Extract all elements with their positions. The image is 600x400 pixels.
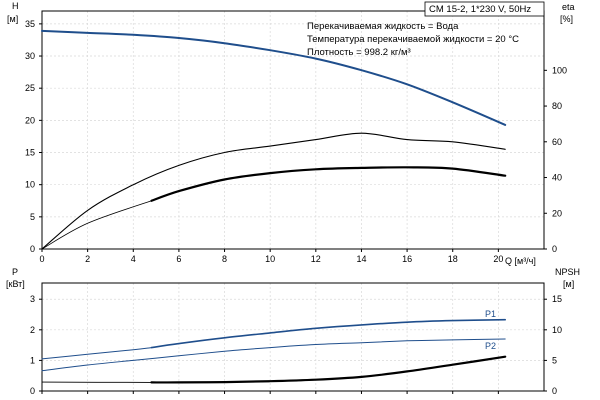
head-left-tick-5: 5 [30, 212, 35, 222]
head-left-tick-25: 25 [25, 83, 35, 93]
annotation-liquid: Перекачиваемая жидкость = Вода [307, 21, 459, 32]
power-axis-unit: [кВт] [6, 279, 25, 289]
flow-tick-20: 20 [493, 254, 503, 264]
power-series-p2 [41, 338, 506, 372]
power-series-4 [150, 355, 507, 384]
power-npsh-series [41, 318, 507, 384]
power-left-tick-2: 2 [30, 325, 35, 335]
series-label-p2: P2 [485, 341, 496, 351]
head-plot-frame [41, 10, 545, 250]
power-left-tick-3: 3 [30, 294, 35, 304]
head-left-tick-15: 15 [25, 148, 35, 158]
head-left-tick-10: 10 [25, 180, 35, 190]
power-series-p1 [41, 347, 152, 360]
head-grid [39, 11, 547, 252]
head-axis-label: H [12, 1, 19, 11]
head-series-2 [41, 200, 152, 250]
power-plot-frame [41, 282, 545, 392]
efficiency-axis-unit: [%] [560, 14, 573, 24]
flow-axis-label: Q [м³/ч] [505, 256, 536, 266]
flow-tick-4: 4 [131, 254, 136, 264]
power-series-1 [150, 318, 506, 349]
flow-tick-18: 18 [448, 254, 458, 264]
power-axis-label: P [12, 267, 18, 277]
head-series-1 [41, 132, 506, 250]
power-right-tick-5: 5 [552, 355, 557, 365]
head-efficiency-chart: 0 2 4 6 8 10 12 14 16 18 20 0 5 10 15 20 25 30 35 0 20 40 60… [7, 1, 575, 266]
flow-tick-14: 14 [356, 254, 366, 264]
head-left-tick-20: 20 [25, 115, 35, 125]
power-npsh-chart: 0 1 2 3 0 5 10 15 P [кВт] NPSH [м] P1 P2 [6, 267, 580, 396]
annotation-density: Плотность = 998.2 кг/м³ [307, 47, 411, 58]
npsh-axis-label: NPSH [555, 267, 580, 277]
flow-tick-16: 16 [402, 254, 412, 264]
head-right-tick-80: 80 [552, 101, 562, 111]
head-right-tick-20: 20 [552, 208, 562, 218]
title-box [424, 1, 545, 17]
power-left-tick-1: 1 [30, 355, 35, 365]
head-right-tick-100: 100 [552, 65, 567, 75]
head-axis-unit: [м] [7, 14, 18, 24]
head-left-tick-35: 35 [25, 19, 35, 29]
flow-tick-labels: 0 2 4 6 8 10 12 14 16 18 20 [39, 254, 503, 264]
flow-tick-12: 12 [311, 254, 321, 264]
annotation-temperature: Температура перекачиваемой жидкости = 20… [307, 34, 519, 45]
power-right-tick-10: 10 [552, 325, 562, 335]
power-right-tick-15: 15 [552, 294, 562, 304]
flow-tick-2: 2 [85, 254, 90, 264]
head-efficiency-series [41, 29, 507, 250]
head-left-tick-0: 0 [30, 244, 35, 254]
efficiency-tick-labels: 0 20 40 60 80 100 [552, 65, 567, 254]
flow-tick-10: 10 [265, 254, 275, 264]
npsh-tick-labels: 0 5 10 15 [552, 294, 562, 396]
flow-tick-0: 0 [39, 254, 44, 264]
power-tick-labels: 0 1 2 3 [30, 294, 35, 396]
head-tick-labels: 0 5 10 15 20 25 30 35 [25, 19, 35, 254]
power-grid [39, 283, 547, 394]
head-left-tick-30: 30 [25, 51, 35, 61]
head-series-0 [41, 29, 507, 126]
flow-tick-6: 6 [176, 254, 181, 264]
chart-title: CM 15-2, 1*230 V, 50Hz [429, 4, 531, 15]
head-right-tick-40: 40 [552, 173, 562, 183]
flow-tick-8: 8 [222, 254, 227, 264]
efficiency-axis-label: eta [562, 2, 575, 12]
head-series-3 [150, 166, 507, 202]
power-right-tick-0: 0 [552, 386, 557, 396]
npsh-axis-unit: [м] [563, 279, 574, 289]
head-right-tick-60: 60 [552, 137, 562, 147]
series-label-p1: P1 [485, 309, 496, 319]
head-right-tick-0: 0 [552, 244, 557, 254]
power-left-tick-0: 0 [30, 386, 35, 396]
